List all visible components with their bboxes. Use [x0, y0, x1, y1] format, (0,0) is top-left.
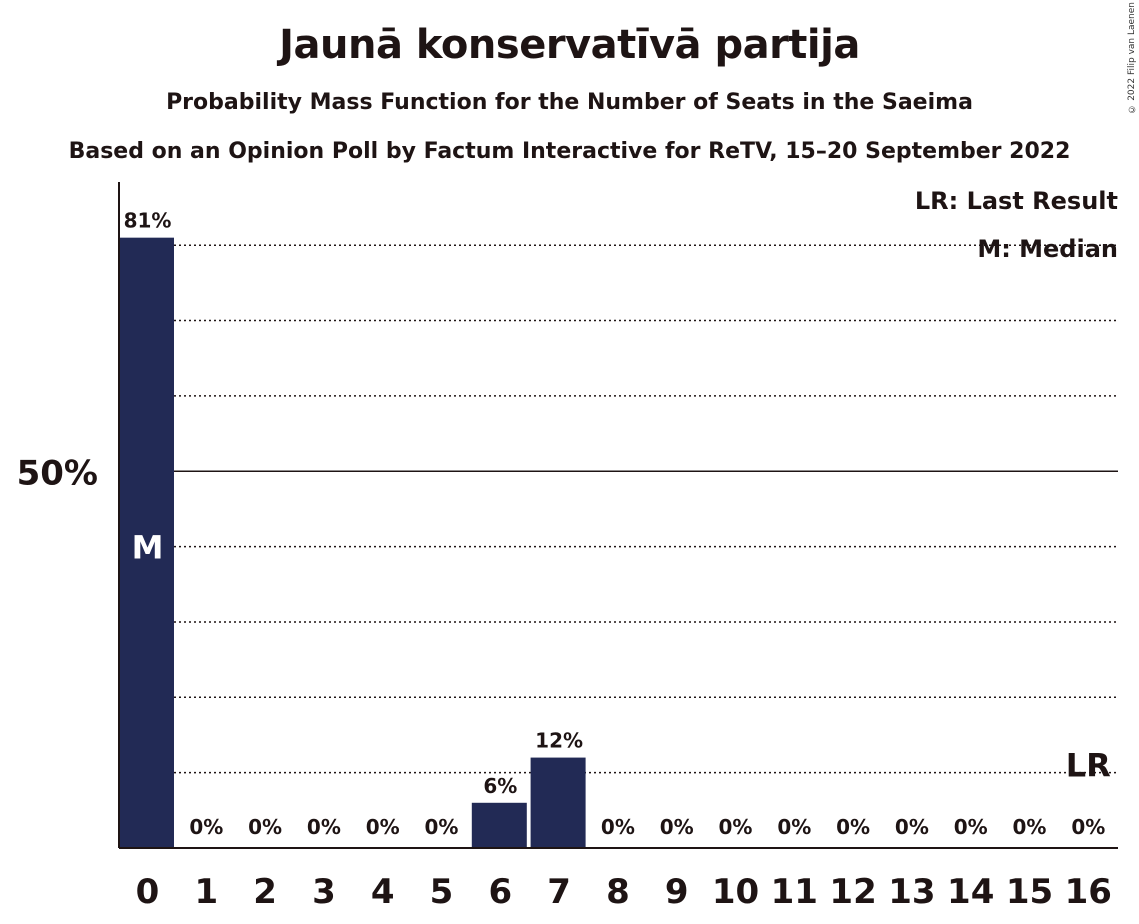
data-label: 0%	[425, 815, 459, 839]
x-tick-label: 13	[888, 872, 935, 912]
x-tick-label: 16	[1065, 872, 1112, 912]
data-label: 0%	[895, 815, 929, 839]
x-tick-label: 7	[547, 872, 571, 912]
bar-seat-6	[471, 802, 527, 848]
bar-seat-0	[119, 237, 174, 849]
legend-last-result: LR: Last Result	[915, 187, 1118, 215]
data-label: 0%	[660, 815, 694, 839]
data-label: 0%	[601, 815, 635, 839]
chart-title: Jaunā konservatīvā partija	[279, 22, 860, 68]
chart-source-subtitle: Based on an Opinion Poll by Factum Inter…	[68, 139, 1071, 164]
data-label: 12%	[535, 729, 583, 753]
y-tick-label: 50%	[17, 453, 98, 493]
data-label: 0%	[836, 815, 870, 839]
data-label: 0%	[719, 815, 753, 839]
x-tick-label: 6	[488, 872, 512, 912]
data-label: 0%	[307, 815, 341, 839]
data-label: 81%	[124, 209, 172, 233]
x-tick-label: 3	[312, 872, 336, 912]
median-marker: M	[132, 529, 164, 567]
bar-seat-7	[530, 757, 586, 848]
x-tick-label: 12	[829, 872, 876, 912]
x-tick-label: 15	[1006, 872, 1053, 912]
x-tick-label: 1	[194, 872, 218, 912]
x-tick-label: 8	[606, 872, 630, 912]
x-tick-label: 14	[947, 872, 994, 912]
last-result-marker: LR	[1066, 747, 1111, 785]
x-tick-label: 10	[712, 872, 759, 912]
data-label: 0%	[954, 815, 988, 839]
chart-subtitle: Probability Mass Function for the Number…	[166, 90, 973, 115]
data-label: 0%	[366, 815, 400, 839]
data-label: 0%	[1071, 815, 1105, 839]
data-label: 6%	[483, 774, 517, 798]
data-label: 0%	[777, 815, 811, 839]
x-tick-label: 0	[136, 872, 160, 912]
x-tick-label: 9	[665, 872, 689, 912]
data-label: 0%	[1013, 815, 1047, 839]
x-tick-label: 5	[430, 872, 454, 912]
x-tick-label: 2	[253, 872, 277, 912]
data-label: 0%	[189, 815, 223, 839]
legend-median: M: Median	[977, 235, 1118, 263]
data-label: 0%	[248, 815, 282, 839]
x-tick-label: 4	[371, 872, 395, 912]
x-tick-label: 11	[771, 872, 818, 912]
